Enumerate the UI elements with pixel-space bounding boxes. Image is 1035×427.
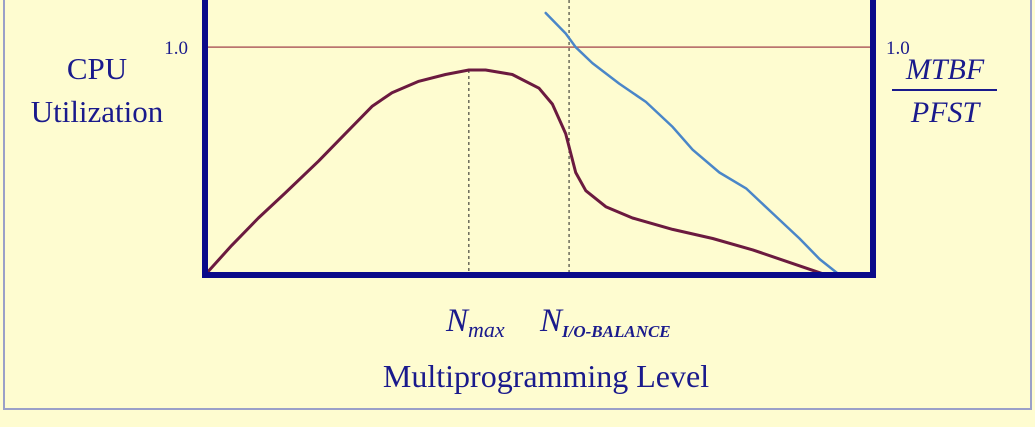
y-label-right-denominator: PFST — [910, 96, 982, 129]
slide-border-right — [1030, 0, 1032, 410]
marker-label-0: Nmax — [445, 303, 505, 342]
series-line-mtbf-pfst — [544, 11, 841, 275]
y-label-left-line-1: Utilization — [31, 94, 164, 129]
marker-label-base-0: N — [445, 303, 470, 339]
marker-label-1: NI/O-BALANCE — [539, 303, 671, 341]
marker-label-base-1: N — [539, 303, 564, 339]
series-line-cpu-utilization — [205, 68, 828, 275]
tick-label-right: 1.0 — [886, 38, 910, 59]
tick-label-left: 1.0 — [164, 38, 188, 59]
marker-label-sub-0: max — [468, 317, 505, 342]
x-axis-label: Multiprogramming Level — [383, 358, 709, 394]
marker-label-sub-1: I/O-BALANCE — [561, 322, 671, 341]
y-label-left-line-0: CPU — [67, 51, 127, 86]
slide-border-bottom — [3, 408, 1032, 410]
y-label-right-numerator: MTBF — [905, 53, 985, 86]
slide-border-left — [3, 0, 5, 410]
